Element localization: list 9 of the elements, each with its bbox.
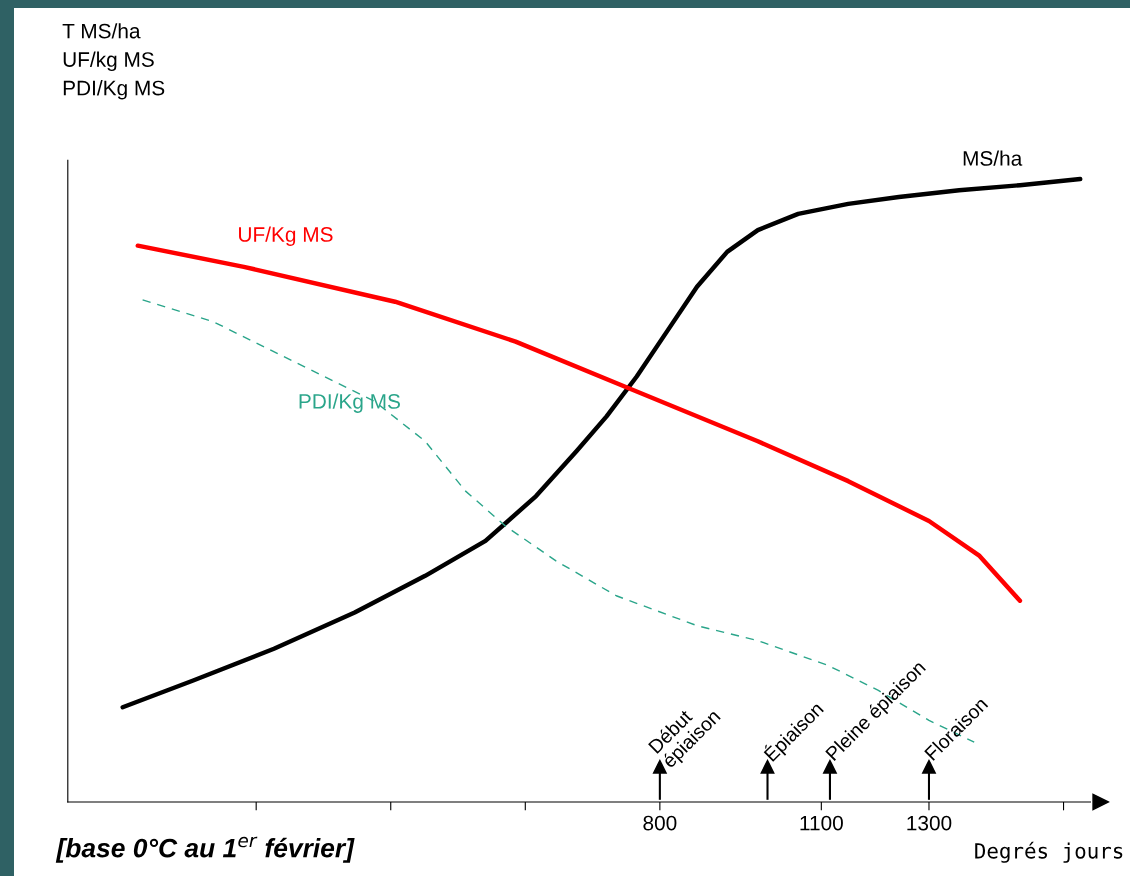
series-label: MS/ha bbox=[963, 150, 1023, 166]
series-label: PDI/Kg MS bbox=[299, 393, 400, 413]
series-label: UF/Kg MS bbox=[239, 226, 333, 246]
text: [base 0°C au 1$^{er}$ février] bbox=[55, 836, 355, 863]
x-axis-title: Degrés jours bbox=[975, 841, 1123, 863]
x-tick-label: 1100 bbox=[800, 815, 843, 831]
x-tick-label: 800 bbox=[643, 815, 677, 831]
y-axis-title: T MS/ha UF/kg MS PDI/Kg MS bbox=[62, 23, 165, 100]
x-tick-label: 1300 bbox=[907, 815, 952, 831]
